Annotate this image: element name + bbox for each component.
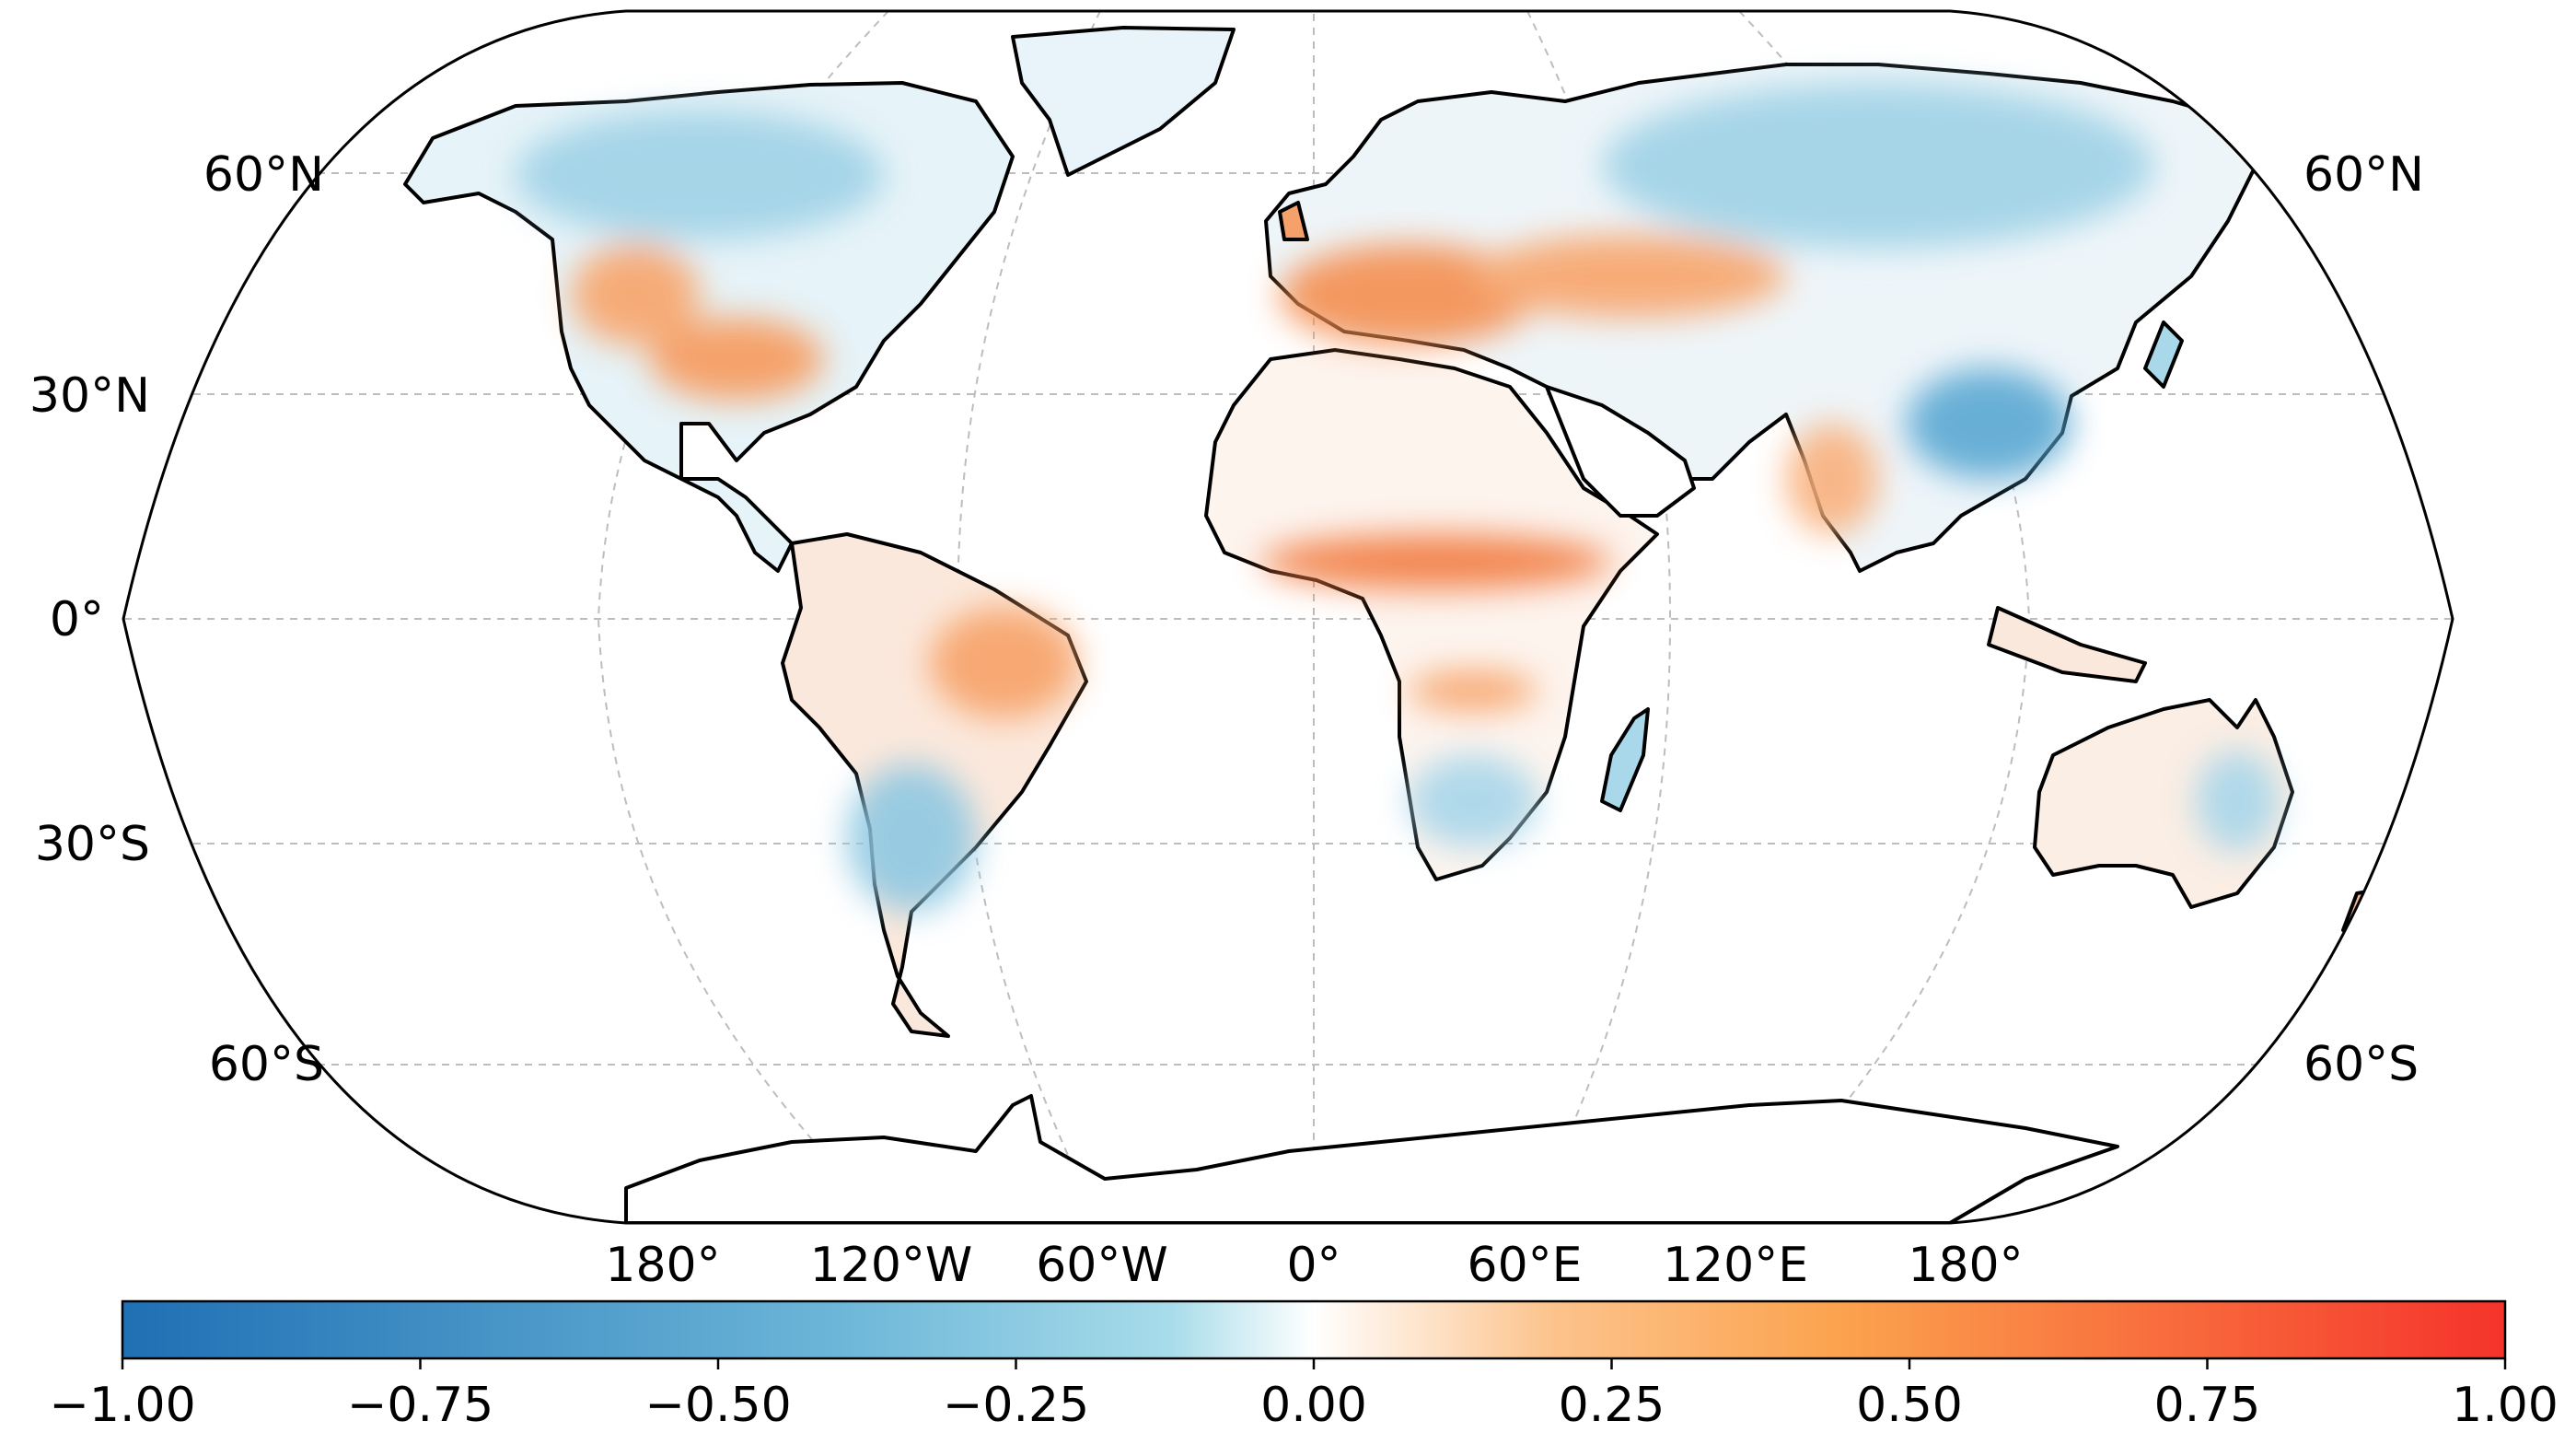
indonesia [1987, 606, 2147, 683]
lat-label-60s-left: 60°S [209, 1037, 324, 1092]
colorbar-gradient [121, 1299, 2507, 1360]
colorbar-ticks: −1.00 −0.75 −0.50 −0.25 0.00 0.25 0.50 0.75 1.00 [49, 1358, 2559, 1433]
colorbar-tick-label: 0.00 [1260, 1378, 1367, 1433]
antarctica [624, 1094, 2119, 1223]
colorbar: −1.00 −0.75 −0.50 −0.25 0.00 0.25 0.50 0.75 1.00 [49, 1299, 2559, 1433]
madagascar [1600, 707, 1650, 812]
region-brazil [930, 608, 1077, 718]
globe [123, 11, 2453, 1223]
australia [2033, 698, 2294, 909]
region-congo [1409, 670, 1537, 711]
uk [1278, 201, 1309, 241]
japan [2143, 320, 2184, 389]
region-central-us [649, 318, 824, 401]
lon-label-60e: 60°E [1467, 1238, 1582, 1293]
colorbar-tick-label: 1.00 [2452, 1378, 2559, 1433]
lat-label-60n-left: 60°N [203, 147, 324, 203]
colorbar-tick-label: −1.00 [49, 1378, 195, 1433]
gridline-lon-120e [1738, 11, 2031, 1223]
colorbar-tick-label: 0.75 [2154, 1378, 2261, 1433]
region-australia [2196, 751, 2279, 852]
lat-label-60n-right: 60°N [2303, 147, 2424, 203]
anomaly-overlay [516, 83, 2279, 912]
lon-label-120w: 120°W [810, 1238, 973, 1293]
region-india [1786, 424, 1878, 534]
lon-label-0: 0° [1286, 1238, 1340, 1293]
region-sahel [1261, 534, 1611, 589]
colorbar-tick-label: 0.50 [1856, 1378, 1963, 1433]
region-western-us [571, 244, 700, 345]
lat-label-30n-left: 30°N [29, 368, 150, 424]
region-siberia [1602, 83, 2154, 249]
region-canada [516, 111, 884, 239]
colorbar-tick-label: 0.25 [1559, 1378, 1665, 1433]
lon-label-180-left: 180° [605, 1238, 720, 1293]
lon-label-180-right: 180° [1908, 1238, 2023, 1293]
colorbar-tick-label: −0.50 [644, 1378, 791, 1433]
region-europe [1280, 244, 1537, 345]
region-southern-africa [1409, 755, 1537, 847]
africa [1204, 348, 1659, 881]
region-central-asia [1473, 235, 1786, 318]
colorbar-tick-label: −0.25 [943, 1378, 1089, 1433]
region-argentina [847, 764, 976, 912]
globe-outline [122, 9, 2454, 1225]
lon-label-120e: 120°E [1663, 1238, 1808, 1293]
colorbar-tick-label: −0.75 [347, 1378, 493, 1433]
arabia [1545, 385, 1696, 518]
greenland [1011, 26, 1236, 177]
lat-label-60s-right: 60°S [2303, 1037, 2419, 1092]
lon-label-60w: 60°W [1036, 1238, 1168, 1293]
gridline-lon-120w [597, 11, 889, 1223]
region-east-china [1906, 368, 2071, 479]
lat-label-0-left: 0° [50, 592, 104, 647]
lat-label-30s-left: 30°S [35, 817, 150, 872]
